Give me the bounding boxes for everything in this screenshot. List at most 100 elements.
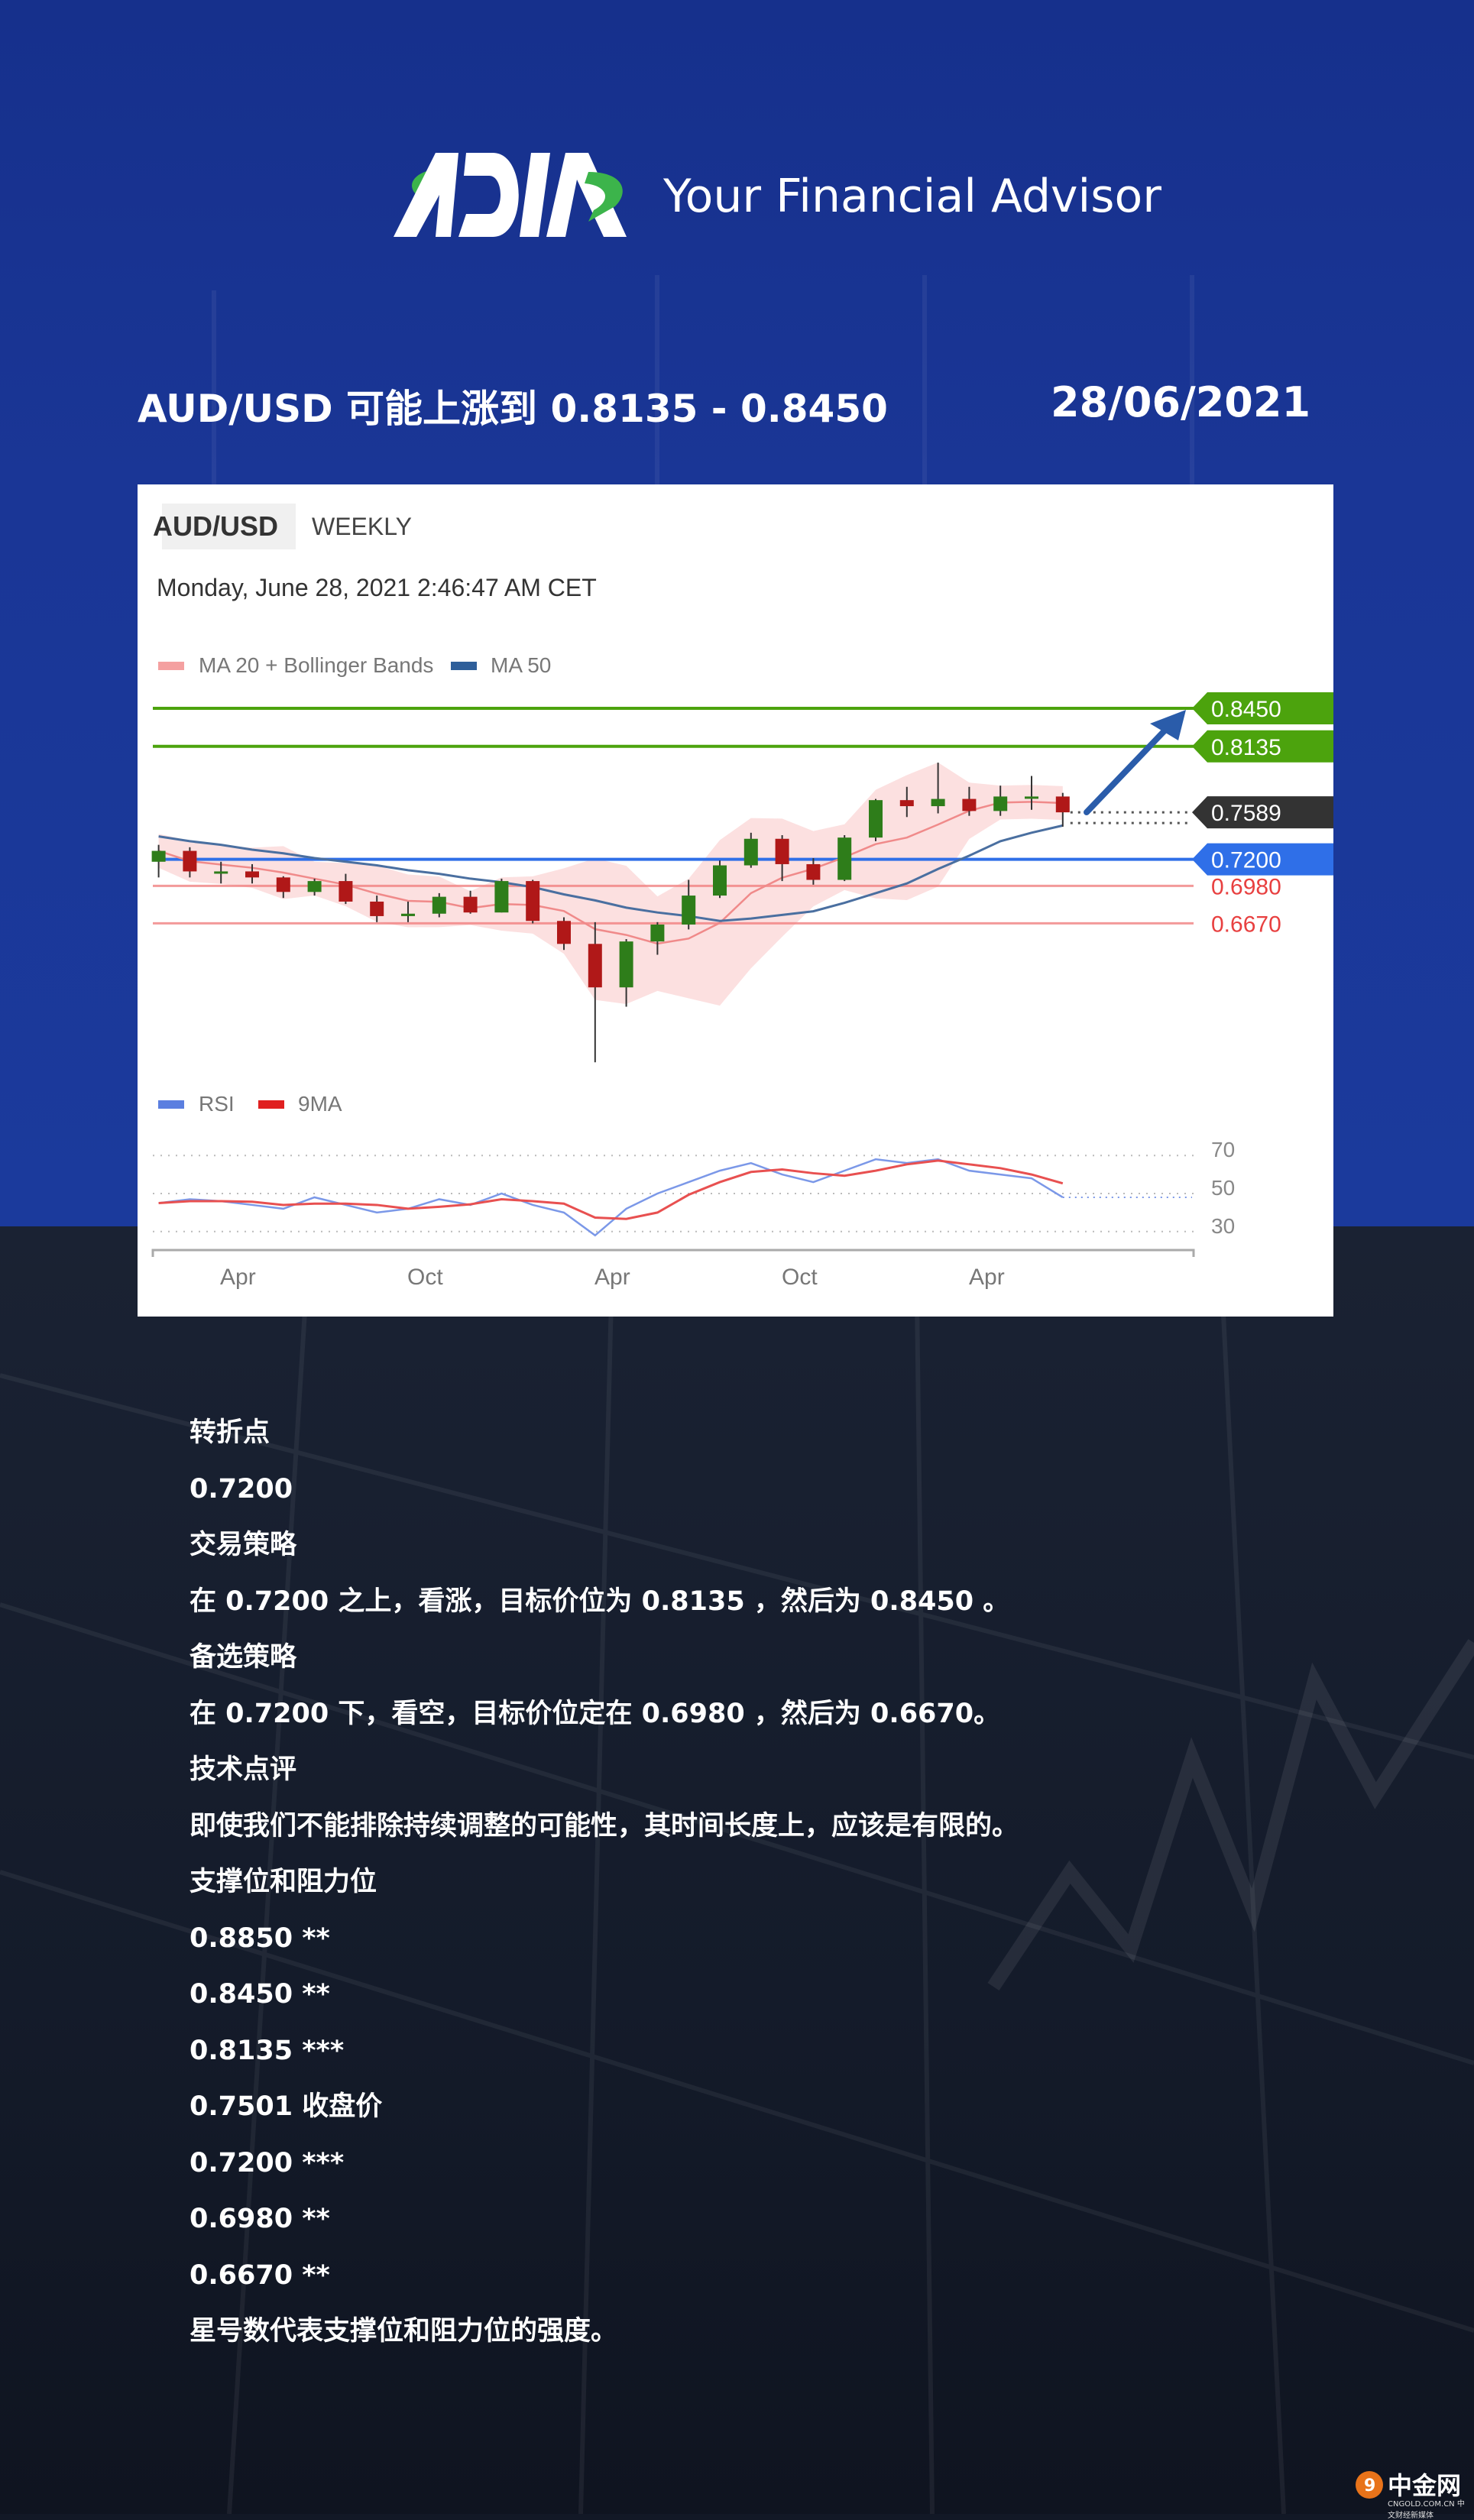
candle [869,798,883,841]
candle-body [837,837,852,880]
candle [214,861,228,884]
candle-body [682,896,696,925]
analysis-text: 转折点 0.7200 交易策略 在 0.7200 之上，看涨，目标价位为 0.8… [190,1415,1019,2370]
candle [183,847,197,878]
ma20-line [158,801,1063,945]
x-tick-oct-2019: Oct [407,1265,443,1290]
legend-swatch-9ma [258,1100,284,1109]
headline-title: AUD/USD 可能上涨到 0.8135 - 0.8450 [138,387,888,431]
level-label: 0.8450 [1211,697,1281,722]
candle [650,922,665,955]
candle-body [713,865,727,896]
candle [557,917,571,951]
candle-body [588,944,602,988]
candle-body [432,896,446,914]
candle-body [339,881,353,902]
candle [899,786,914,818]
candle-body [869,800,883,838]
candle [151,844,166,878]
heading-comment: 技术点评 [190,1754,297,1785]
adia-logo [394,153,627,237]
x-axis [151,1249,1195,1257]
candle [962,786,977,816]
timeframe-badge-bg [162,504,296,549]
candle-body [370,901,384,916]
bollinger-band [158,762,1063,1006]
chart-symbol: AUD/USD [153,510,278,542]
tagline: Your Financial Advisor [663,170,1161,223]
candle [401,901,415,922]
candle [682,879,696,930]
candle-body [775,838,789,864]
level-item: 0.7501 收盘价 [190,2091,383,2122]
candle-body [151,850,166,862]
chart-timestamp: Monday, June 28, 2021 2:46:47 AM CET [157,574,597,601]
candle-body [245,871,259,878]
level-tag-0.8450 [1192,692,1333,724]
level-label: 0.8135 [1211,735,1281,760]
background-dark [0,1226,1474,2514]
candle-body [463,896,478,913]
candle-body [494,881,509,913]
legend-ma50: MA 50 [491,653,551,677]
candle [931,763,945,814]
candle [370,896,384,922]
heading-alternative: 备选策略 [190,1642,297,1673]
legend-ma20: MA 20 + Bollinger Bands [199,653,433,677]
levels-note: 星号数代表支撑位和阻力位的强度。 [190,2316,618,2347]
svg-text:9: 9 [1364,2476,1375,2496]
candle [494,878,509,913]
level-label: 0.6980 [1211,874,1281,899]
heading-pivot: 转折点 [190,1417,271,1448]
x-tick-apr-2020: Apr [594,1265,630,1290]
legend-rsi: RSI [199,1092,235,1116]
candle [619,938,633,1007]
rsi-line [158,1158,1064,1237]
legend-swatch-ma50 [451,662,477,670]
chart-timeframe: WEEKLY [312,513,412,540]
candle [276,876,290,899]
pivot-value: 0.7200 [190,1473,293,1505]
legend-swatch-ma20 [158,662,184,670]
candle [339,873,353,905]
candle [713,860,727,899]
x-tick-apr-2019: Apr [220,1265,256,1290]
heading-levels: 支撑位和阻力位 [190,1867,377,1897]
candle-body [743,838,758,866]
rsi-tick-50: 50 [1211,1176,1235,1200]
candle-body [931,798,945,807]
candle-body [899,800,914,807]
alternative-text: 在 0.7200 下，看空，目标价位定在 0.6980 ，然后为 0.6670。 [190,1698,1001,1729]
heading-strategy: 交易策略 [190,1530,297,1560]
candle [432,892,446,918]
watermark-subtext: CNGOLD.COM.CN 中文财经新媒体 [1388,2500,1465,2520]
level-tag-0.8135 [1192,730,1333,763]
candle [526,879,540,924]
watermark: 9 中金网 CNGOLD.COM.CN 中文财经新媒体 [1354,2467,1469,2520]
level-label: 0.7589 [1211,801,1281,826]
x-tick-apr-2021: Apr [969,1265,1005,1290]
level-item: 0.6980 ** [190,2204,330,2234]
legend-9ma: 9MA [298,1092,342,1116]
legend-swatch-rsi [158,1100,184,1109]
candle-body [650,924,665,942]
candle-body [806,863,821,880]
candle [775,835,789,882]
candle [245,863,259,884]
level-item: 0.8850 ** [190,1922,330,1954]
strategy-text: 在 0.7200 之上，看涨，目标价位为 0.8135 ，然后为 0.8450 … [190,1586,1010,1617]
headline-date: 28/06/2021 [1051,378,1311,426]
chart-card: AUD/USD WEEKLY Monday, June 28, 2021 2:4… [138,484,1333,1317]
level-item: 0.6670 ** [190,2259,330,2291]
candle-body [993,796,1008,811]
candle-body [214,871,228,874]
candle-body [557,921,571,944]
ma50-line [158,824,1064,922]
x-tick-oct-2020: Oct [782,1265,818,1290]
level-item: 0.7200 *** [190,2147,345,2178]
candle-body [1025,796,1038,799]
arrow-head-icon [1150,710,1186,740]
candle-body [962,798,977,811]
watermark-logo-icon: 9 [1356,2471,1383,2499]
level-tag-0.7200 [1192,843,1333,876]
